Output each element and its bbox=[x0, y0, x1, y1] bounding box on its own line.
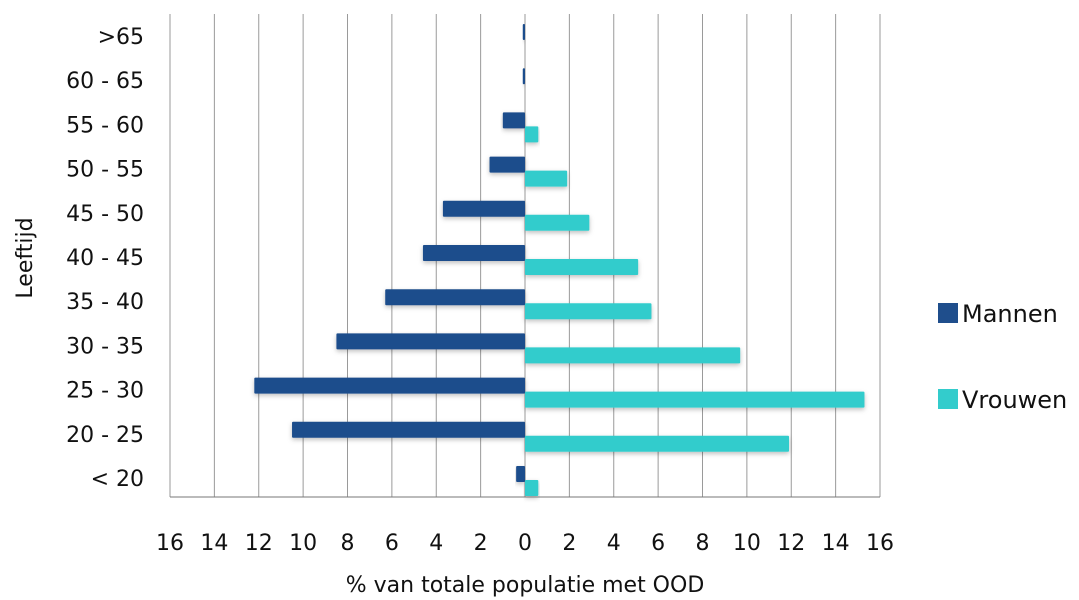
x-tick-label: 8 bbox=[341, 531, 355, 556]
legend-swatch-mannen bbox=[938, 303, 958, 323]
x-tick-label: 10 bbox=[289, 531, 317, 556]
bar-vrouwen-7 bbox=[525, 347, 741, 364]
y-tick-label: 25 - 30 bbox=[66, 379, 144, 404]
bar-mannen-10 bbox=[516, 466, 525, 482]
y-tick-label: 50 - 55 bbox=[66, 158, 144, 183]
x-tick-label: 0 bbox=[518, 531, 532, 556]
x-axis-title: % van totale populatie met OOD bbox=[346, 573, 705, 598]
bar-mannen-5 bbox=[422, 245, 525, 261]
bar-vrouwen-4 bbox=[525, 214, 590, 231]
x-tick-label: 6 bbox=[651, 531, 665, 556]
legend-label-vrouwen: Vrouwen bbox=[962, 386, 1067, 414]
bar-mannen-0 bbox=[522, 24, 525, 40]
x-tick-label: 12 bbox=[245, 531, 273, 556]
bar-vrouwen-10 bbox=[525, 480, 539, 496]
legend-label-mannen: Mannen bbox=[962, 300, 1058, 328]
y-tick-label: 40 - 45 bbox=[66, 246, 144, 271]
bar-vrouwen-9 bbox=[525, 435, 790, 452]
y-tick-label: < 20 bbox=[91, 467, 144, 492]
bar-mannen-4 bbox=[442, 200, 525, 217]
x-tick-label: 2 bbox=[562, 531, 576, 556]
x-axis-tick-labels: 16 14 12 10 8 6 4 2 0 2 4 6 8 10 12 14 16 bbox=[156, 531, 894, 556]
y-tick-label: 60 - 65 bbox=[66, 69, 144, 94]
x-tick-label: 8 bbox=[696, 531, 710, 556]
y-tick-label: >65 bbox=[98, 25, 144, 50]
y-tick-label: 55 - 60 bbox=[66, 113, 144, 138]
x-tick-label: 6 bbox=[385, 531, 399, 556]
y-axis-title: Leeftijd bbox=[13, 217, 38, 298]
y-tick-label: 45 - 50 bbox=[66, 202, 144, 227]
gridlines bbox=[169, 14, 881, 497]
bar-mannen-7 bbox=[336, 333, 525, 350]
y-tick-label: 35 - 40 bbox=[66, 290, 144, 315]
y-tick-label: 20 - 25 bbox=[66, 423, 144, 448]
legend-swatch-vrouwen bbox=[938, 389, 958, 409]
y-tick-label: 30 - 35 bbox=[66, 334, 144, 359]
bar-vrouwen-3 bbox=[525, 170, 568, 187]
bars bbox=[254, 24, 865, 496]
bar-mannen-1 bbox=[522, 68, 525, 85]
bar-mannen-6 bbox=[385, 289, 525, 306]
x-tick-label: 14 bbox=[822, 531, 850, 556]
bar-mannen-9 bbox=[292, 421, 525, 438]
bar-vrouwen-5 bbox=[525, 259, 639, 275]
bar-vrouwen-6 bbox=[525, 303, 652, 320]
x-tick-label: 10 bbox=[733, 531, 761, 556]
bar-mannen-3 bbox=[489, 156, 525, 173]
x-tick-label: 4 bbox=[429, 531, 443, 556]
legend: Mannen Vrouwen bbox=[938, 300, 1067, 414]
y-axis-tick-labels: >65 60 - 65 55 - 60 50 - 55 45 - 50 40 - 45 35… bbox=[66, 25, 144, 492]
x-tick-label: 16 bbox=[156, 531, 184, 556]
bar-vrouwen-2 bbox=[525, 126, 539, 143]
x-tick-label: 16 bbox=[866, 531, 894, 556]
x-tick-label: 12 bbox=[777, 531, 805, 556]
x-tick-label: 4 bbox=[607, 531, 621, 556]
bar-mannen-2 bbox=[502, 112, 525, 129]
bar-vrouwen-8 bbox=[525, 391, 865, 408]
x-tick-label: 14 bbox=[200, 531, 228, 556]
x-tick-label: 2 bbox=[474, 531, 488, 556]
bar-mannen-8 bbox=[254, 377, 525, 394]
